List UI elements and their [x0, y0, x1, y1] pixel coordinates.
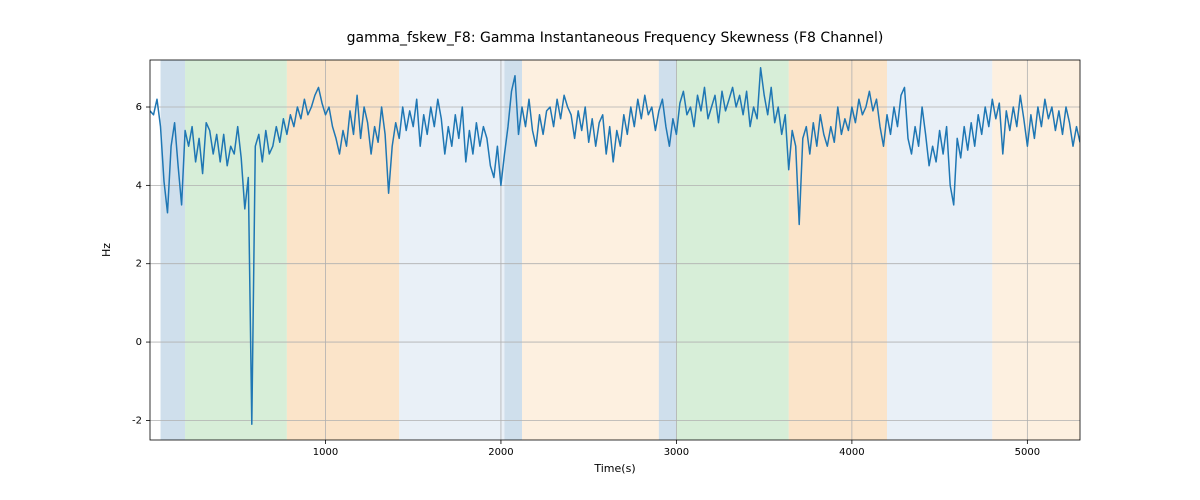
x-tick-label: 2000	[488, 447, 513, 458]
chart-container: 1000 2000 3000 4000 5000 -2 0 2 4 6 Time(s) Hz gamma…	[0, 0, 1200, 500]
x-tick-label: 4000	[839, 447, 864, 458]
band	[161, 60, 186, 440]
y-tick-label: 4	[136, 180, 142, 191]
background-bands	[161, 60, 1080, 440]
band	[676, 60, 788, 440]
band	[504, 60, 522, 440]
chart-svg: 1000 2000 3000 4000 5000 -2 0 2 4 6 Time(s) Hz gamma…	[0, 0, 1200, 500]
band	[887, 60, 992, 440]
x-tick-label: 3000	[664, 447, 689, 458]
band	[789, 60, 887, 440]
band	[522, 60, 659, 440]
y-axis-label: Hz	[100, 243, 113, 257]
x-tick-label: 5000	[1015, 447, 1040, 458]
band	[659, 60, 677, 440]
y-tick-label: -2	[132, 415, 142, 426]
x-tick-label: 1000	[313, 447, 338, 458]
chart-title: gamma_fskew_F8: Gamma Instantaneous Freq…	[347, 30, 884, 46]
y-tick-label: 6	[136, 102, 142, 113]
y-tick-label: 2	[136, 259, 142, 270]
x-axis-label: Time(s)	[593, 462, 635, 475]
band	[185, 60, 287, 440]
y-tick-label: 0	[136, 337, 142, 348]
